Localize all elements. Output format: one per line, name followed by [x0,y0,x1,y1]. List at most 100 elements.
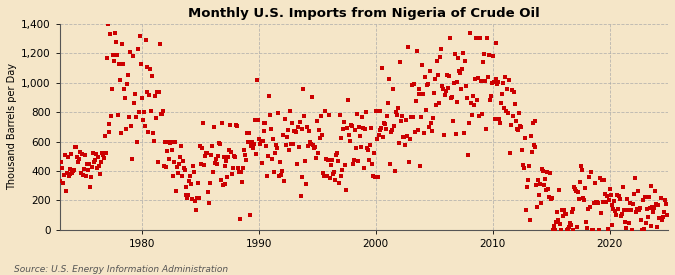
Point [284,148,294,152]
Point [609,199,620,204]
Point [240,158,251,162]
Point [75,149,86,154]
Point [302,125,313,129]
Point [171,164,182,169]
Point [474,114,485,119]
Point [619,207,630,212]
Point [319,109,330,114]
Point [459,131,470,135]
Point [332,158,343,163]
Point [174,155,185,159]
Point [417,63,428,68]
Point [601,194,612,198]
Point [277,169,288,174]
Point [421,108,432,112]
Point [430,77,441,82]
Point [483,75,493,80]
Point [308,146,319,150]
Point [446,96,456,100]
Point [338,126,349,131]
Point [503,111,514,115]
Point [418,92,429,96]
Point [220,182,231,186]
Point [252,118,263,123]
Point [379,121,389,126]
Point [468,94,479,98]
Point [281,134,292,139]
Point [82,162,92,166]
Point [632,189,643,193]
Point [553,218,564,222]
Point [540,177,551,181]
Point [281,143,292,147]
Point [369,151,379,156]
Point [95,160,106,164]
Point [130,115,141,119]
Point [466,101,477,105]
Point [330,153,341,158]
Point [365,126,376,131]
Point [603,198,614,202]
Point [342,126,353,130]
Point [76,170,86,175]
Point [554,222,565,226]
Point [525,134,536,138]
Point [86,175,97,179]
Point [296,175,307,180]
Point [331,151,342,155]
Point [107,87,118,91]
Point [246,139,257,144]
Point [250,152,261,157]
Point [615,197,626,201]
Point [623,208,634,212]
Point [597,200,608,204]
Point [258,129,269,133]
Point [219,163,230,168]
Point [232,124,242,128]
Point [639,227,649,231]
Point [441,73,452,78]
Point [238,148,249,152]
Point [398,135,409,139]
Point [488,80,499,84]
Point [477,112,487,117]
Point [479,79,490,84]
Point [495,121,506,125]
Point [169,139,180,144]
Point [558,214,568,218]
Point [578,196,589,200]
Point [538,169,549,174]
Point [264,94,275,98]
Point [392,113,402,117]
Point [575,180,586,184]
Point [240,153,250,157]
Point [534,193,545,197]
Point [217,183,228,187]
Point [136,96,147,101]
Point [316,114,327,118]
Point [626,208,637,212]
Point [402,134,412,138]
Point [586,169,597,174]
Point [195,144,206,148]
Point [275,173,286,177]
Point [352,111,362,116]
Point [450,132,461,136]
Point [272,146,283,150]
Point [294,120,305,124]
Point [620,220,630,224]
Point [593,200,603,205]
Point [84,162,95,167]
Point [282,128,293,132]
Point [543,186,554,191]
Point [160,139,171,144]
Point [161,149,172,153]
Point [501,109,512,113]
Point [188,164,198,168]
Point [530,119,541,123]
Point [167,174,178,178]
Point [428,116,439,120]
Point [117,62,128,66]
Point [97,153,108,157]
Point [591,199,601,204]
